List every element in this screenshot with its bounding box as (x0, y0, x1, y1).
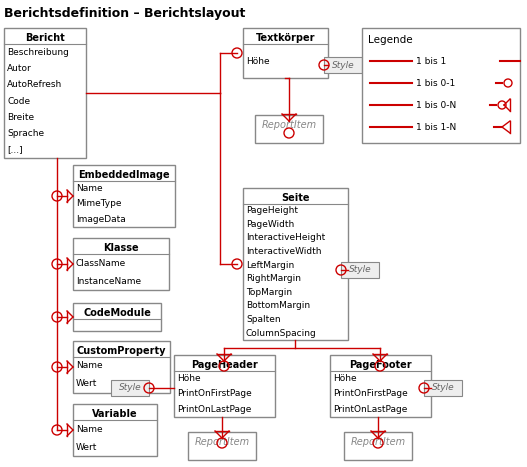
Text: Name: Name (76, 425, 103, 433)
Bar (330, 355, 431, 417)
Bar (111, 380, 149, 396)
Bar (73, 238, 169, 290)
Text: 1 bis 1: 1 bis 1 (416, 57, 446, 65)
Text: AutoRefresh: AutoRefresh (7, 80, 62, 89)
Text: LeftMargin: LeftMargin (246, 261, 294, 270)
Bar (341, 262, 379, 278)
Text: Name: Name (76, 361, 103, 370)
Text: Seite: Seite (281, 193, 310, 203)
Text: TopMargin: TopMargin (246, 288, 292, 297)
Text: PrintOnFirstPage: PrintOnFirstPage (333, 389, 408, 398)
Bar (4, 28, 86, 158)
Text: Spalten: Spalten (246, 315, 280, 324)
Text: InteractiveWidth: InteractiveWidth (246, 247, 321, 256)
Bar (243, 188, 348, 340)
Bar (344, 432, 412, 460)
Text: InstanceName: InstanceName (76, 276, 141, 285)
Text: Beschreibung: Beschreibung (7, 48, 69, 57)
Bar (73, 165, 175, 227)
Text: Autor: Autor (7, 64, 32, 73)
Text: Wert: Wert (76, 380, 97, 389)
Text: Höhe: Höhe (246, 57, 270, 65)
Bar (188, 432, 256, 460)
Bar (424, 380, 462, 396)
Text: 1 bis 0-1: 1 bis 0-1 (416, 78, 455, 87)
Text: BottomMargin: BottomMargin (246, 302, 310, 311)
Text: [...]: [...] (7, 145, 23, 155)
Text: EmbeddedImage: EmbeddedImage (78, 170, 170, 180)
Text: PrintOnLastPage: PrintOnLastPage (333, 405, 407, 414)
Text: PageHeight: PageHeight (246, 206, 298, 215)
Text: Code: Code (7, 97, 30, 106)
Bar (243, 28, 328, 78)
Text: ImageData: ImageData (76, 215, 126, 224)
Bar (255, 115, 323, 143)
Text: Breite: Breite (7, 113, 34, 122)
Text: InteractiveHeight: InteractiveHeight (246, 234, 325, 242)
Text: Höhe: Höhe (333, 374, 357, 383)
Text: PrintOnFirstPage: PrintOnFirstPage (177, 389, 252, 398)
Text: Höhe: Höhe (177, 374, 201, 383)
Text: Sprache: Sprache (7, 129, 44, 138)
Text: Style: Style (349, 266, 372, 275)
Text: Style: Style (331, 61, 354, 70)
Text: Berichtsdefinition – Berichtslayout: Berichtsdefinition – Berichtslayout (4, 7, 246, 21)
Text: CodeModule: CodeModule (83, 308, 151, 318)
Text: Legende: Legende (368, 35, 413, 45)
Text: ClassName: ClassName (76, 259, 126, 268)
Text: Klasse: Klasse (103, 243, 139, 253)
Bar (324, 57, 362, 73)
Text: Style: Style (432, 383, 454, 392)
Bar (73, 404, 157, 456)
Text: PrintOnLastPage: PrintOnLastPage (177, 405, 251, 414)
Text: PageHeader: PageHeader (191, 360, 258, 370)
Text: MimeType: MimeType (76, 199, 122, 208)
Text: ReportItem: ReportItem (350, 437, 406, 447)
Text: ColumnSpacing: ColumnSpacing (246, 329, 317, 338)
Text: Style: Style (119, 383, 141, 392)
Text: 1 bis 1-N: 1 bis 1-N (416, 122, 456, 132)
Text: RightMargin: RightMargin (246, 274, 301, 283)
Text: ReportItem: ReportItem (194, 437, 250, 447)
Text: Bericht: Bericht (25, 33, 65, 43)
Text: PageFooter: PageFooter (349, 360, 412, 370)
Text: 1 bis 0-N: 1 bis 0-N (416, 100, 456, 109)
Bar (174, 355, 275, 417)
Bar (362, 28, 520, 143)
Bar (73, 341, 170, 393)
Text: Name: Name (76, 184, 103, 193)
Text: ReportItem: ReportItem (261, 120, 317, 130)
Text: Variable: Variable (92, 409, 138, 419)
Text: CustomProperty: CustomProperty (77, 346, 166, 356)
Text: PageWidth: PageWidth (246, 220, 294, 229)
Text: Wert: Wert (76, 443, 97, 452)
Bar (73, 303, 161, 331)
Text: Textkörper: Textkörper (256, 33, 315, 43)
